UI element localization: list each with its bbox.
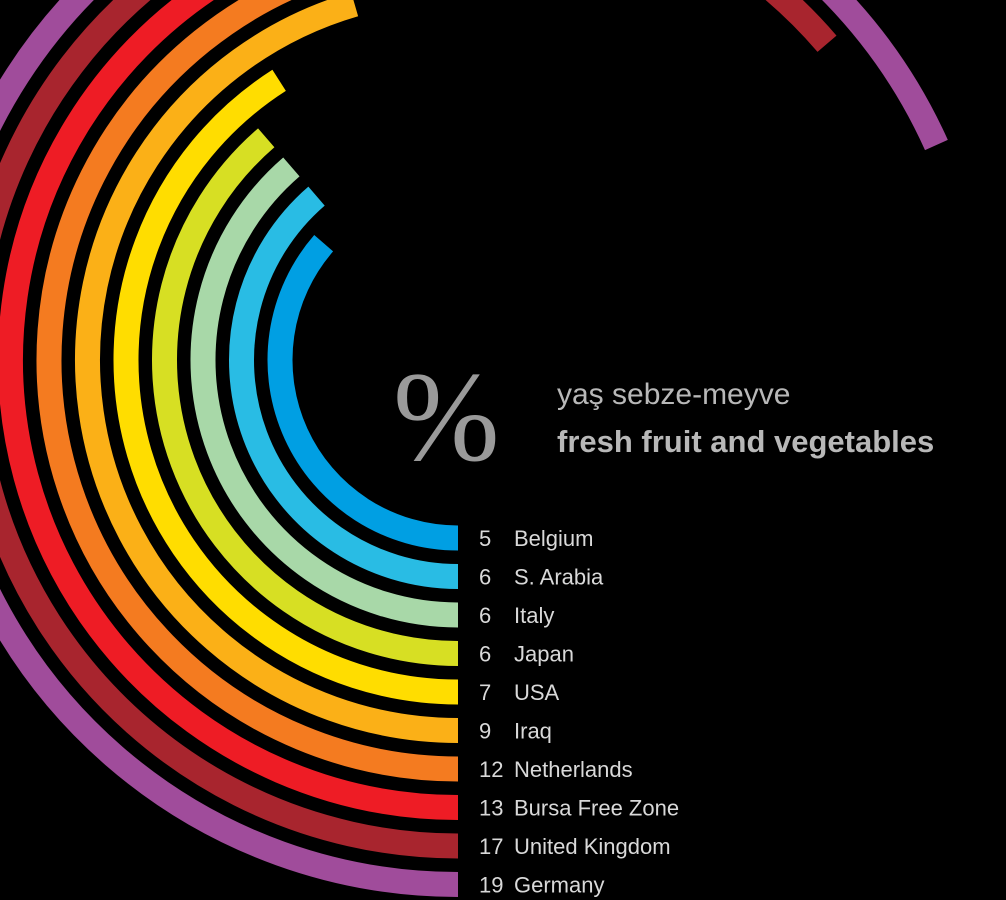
value-label: 17 <box>479 834 503 859</box>
chart-title: % yaş sebze-meyve fresh fruit and vegeta… <box>393 346 934 488</box>
value-label: 5 <box>479 526 491 551</box>
category-label: Iraq <box>514 719 552 744</box>
legend-rows: 5 Belgium 6 S. Arabia 6 Italy 6 Japan 7 USA 9 Iraq 1… <box>479 526 679 898</box>
percent-symbol: % <box>393 346 500 488</box>
arc-netherlands <box>36 0 459 782</box>
value-label: 6 <box>479 642 491 667</box>
arc-belgium <box>267 235 459 551</box>
value-label: 9 <box>479 719 491 744</box>
category-label: USA <box>514 680 560 705</box>
arc-germany <box>0 0 948 897</box>
value-label: 13 <box>479 796 503 821</box>
category-label: S. Arabia <box>514 565 604 590</box>
category-label: Bursa Free Zone <box>514 796 679 821</box>
category-label: United Kingdom <box>514 834 671 859</box>
arc-italy <box>190 157 459 628</box>
arc-japan <box>152 128 459 666</box>
value-label: 6 <box>479 565 491 590</box>
value-label: 6 <box>479 603 491 628</box>
value-label: 12 <box>479 757 503 782</box>
title-turkish: yaş sebze-meyve <box>557 378 790 411</box>
category-label: Netherlands <box>514 757 633 782</box>
chart-arcs <box>0 0 948 897</box>
arc-bursa-free-zone <box>0 0 459 820</box>
category-label: Belgium <box>514 526 593 551</box>
title-english: fresh fruit and vegetables <box>557 424 934 459</box>
arc-united-kingdom <box>0 0 837 859</box>
value-label: 7 <box>479 680 491 705</box>
arc-iraq <box>75 0 459 743</box>
arc-s-arabia <box>229 186 459 589</box>
category-label: Italy <box>514 603 554 628</box>
category-label: Germany <box>514 873 604 898</box>
category-label: Japan <box>514 642 574 667</box>
arc-usa <box>113 69 459 705</box>
value-label: 19 <box>479 873 503 898</box>
